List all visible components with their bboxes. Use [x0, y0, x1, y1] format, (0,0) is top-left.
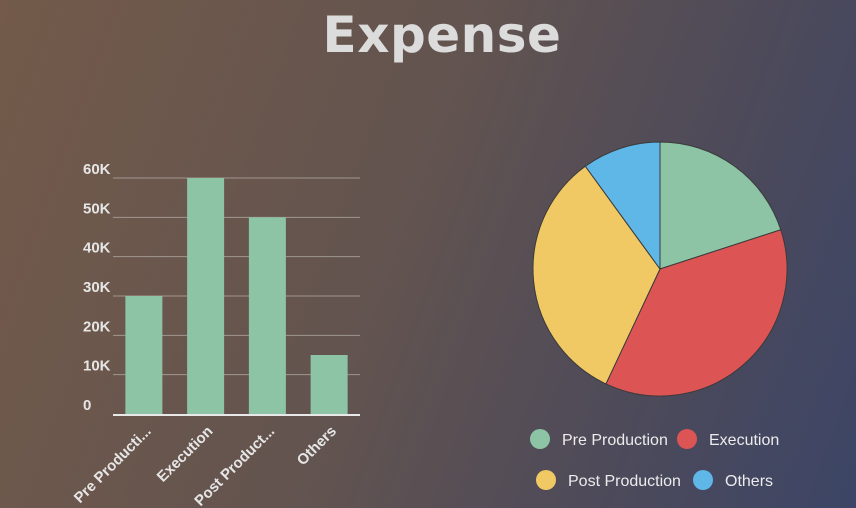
y-tick-label: 50K — [83, 200, 111, 217]
bar-chart: 0 10K 20K 30K 40K 50K 60K Pre Producti... Execut… — [71, 161, 360, 508]
legend-label: Execution — [709, 432, 779, 449]
x-tick-label: Others — [294, 423, 340, 469]
legend-label: Post Production — [568, 473, 681, 490]
pie-chart — [532, 141, 788, 397]
pie-slice — [584, 141, 661, 271]
pie-slice — [605, 229, 788, 397]
bar — [248, 217, 286, 414]
y-tick-label: 30K — [83, 279, 111, 296]
bar — [310, 355, 348, 414]
x-tick-label: Pre Producti... — [71, 423, 155, 507]
y-tick-label: 10K — [83, 358, 111, 375]
pie-slice — [659, 141, 782, 270]
y-tick-label: 60K — [83, 161, 111, 178]
y-tick-label: 20K — [83, 318, 111, 335]
legend-label: Others — [725, 473, 773, 490]
legend-label: Pre Production — [562, 432, 668, 449]
legend-swatch — [693, 470, 713, 490]
legend-swatch — [677, 429, 697, 449]
legend-swatch — [536, 470, 556, 490]
bar — [125, 296, 163, 414]
y-tick-label: 40K — [83, 240, 111, 257]
chart-title: Expense — [322, 6, 562, 64]
x-tick-label: Execution — [154, 423, 217, 486]
legend-swatch — [530, 429, 550, 449]
pie-slice — [532, 165, 661, 385]
y-tick-label: 0 — [83, 397, 91, 414]
pie-legend: Pre Production Execution Post Production Ot… — [530, 429, 779, 490]
bar — [187, 178, 225, 414]
